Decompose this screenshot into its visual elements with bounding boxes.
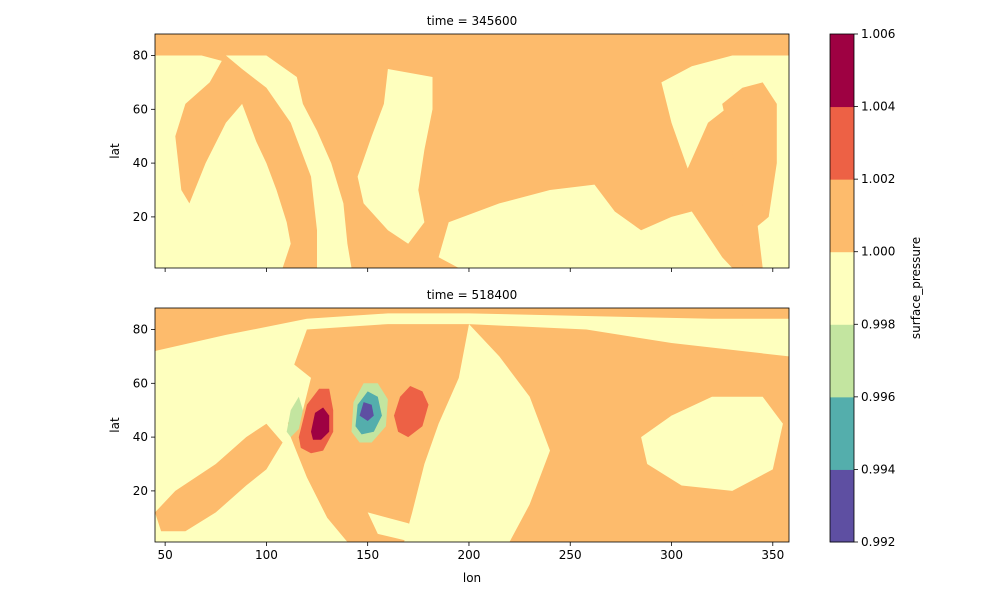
panel-top-title: time = 345600	[427, 14, 518, 28]
contour-region-high-anomaly-2	[394, 386, 429, 438]
panel-bottom-xaxis: 50 100 150 200 250 300 350	[157, 542, 784, 562]
x-axis-label: lon	[463, 571, 481, 585]
panel-top-ylabel: lat	[108, 143, 122, 159]
contour-region-low-band-south	[438, 184, 733, 268]
contour-region-low-ridge-north	[225, 55, 352, 268]
colorbar-band	[830, 469, 854, 543]
colorbar-band	[830, 324, 854, 398]
panel-bottom-yaxis: 20 40 60 80	[133, 323, 155, 498]
xtick-label: 200	[458, 548, 481, 562]
colorbar-tick-label: 1.002	[861, 172, 895, 186]
colorbar-tick-label: 0.994	[861, 462, 895, 476]
colorbar-band	[830, 34, 854, 108]
colorbar-ticks: 0.992 0.994 0.996 0.998 1.000 1.002 1.004 1.006	[854, 27, 895, 549]
xtick-label: 100	[255, 548, 278, 562]
colorbar-tick-label: 0.992	[861, 535, 895, 549]
colorbar-label: surface_pressure	[909, 237, 923, 339]
contour-region-min-core	[359, 402, 374, 421]
contour-region-low-tongue-center	[357, 69, 433, 244]
ytick-label: 40	[133, 430, 148, 444]
xtick-label: 300	[660, 548, 683, 562]
colorbar-band	[830, 179, 854, 253]
panel-bottom-title: time = 518400	[427, 288, 518, 302]
colorbar-tick-label: 1.006	[861, 27, 895, 41]
xtick-label: 350	[761, 548, 784, 562]
panel-bottom-contours	[155, 308, 789, 542]
ytick-label: 20	[133, 210, 148, 224]
ytick-label: 20	[133, 484, 148, 498]
panel-top: time = 345600 lat 20 40 60 80	[108, 14, 790, 272]
ytick-label: 40	[133, 156, 148, 170]
colorbar-band	[830, 396, 854, 470]
ytick-label: 60	[133, 376, 148, 390]
contour-region-high-patch-east	[722, 82, 777, 231]
xtick-label: 250	[559, 548, 582, 562]
contour-region-low-band-west	[155, 55, 291, 268]
ytick-label: 80	[133, 49, 148, 63]
xtick-label: 50	[157, 548, 172, 562]
panel-top-frame	[154, 33, 790, 269]
colorbar-frame	[829, 33, 855, 543]
contour-region-low-streak-south	[367, 512, 429, 542]
ytick-label: 60	[133, 102, 148, 116]
xtick-label: 150	[356, 548, 379, 562]
colorbar-band	[830, 106, 854, 180]
colorbar-tick-label: 1.004	[861, 100, 895, 114]
contour-region-faint-low-west	[286, 396, 303, 438]
contour-region-high-band-southwest	[155, 423, 283, 532]
colorbar: 0.992 0.994 0.996 0.998 1.000 1.002 1.004 1.006…	[829, 27, 923, 549]
panel-top-xaxis	[164, 268, 774, 272]
contour-region-high-cap-north	[155, 308, 789, 351]
panel-bottom-ylabel: lat	[108, 417, 122, 433]
panel-bottom-frame	[154, 307, 790, 543]
contour-region-max-core	[311, 407, 330, 440]
panel-bottom: time = 518400 lat 20 40 60 80 50 100 150 200 25…	[108, 288, 790, 585]
panel-top-yaxis: 20 40 60 80	[133, 49, 155, 224]
panel-top-contours	[155, 55, 789, 268]
ytick-label: 80	[133, 323, 148, 337]
contour-region-low-patch-east	[641, 396, 783, 491]
colorbar-band	[830, 251, 854, 325]
colorbar-tick-label: 0.998	[861, 317, 895, 331]
colorbar-tick-label: 0.996	[861, 390, 895, 404]
colorbar-tick-label: 1.000	[861, 245, 895, 259]
colorbar-bands	[830, 34, 854, 543]
